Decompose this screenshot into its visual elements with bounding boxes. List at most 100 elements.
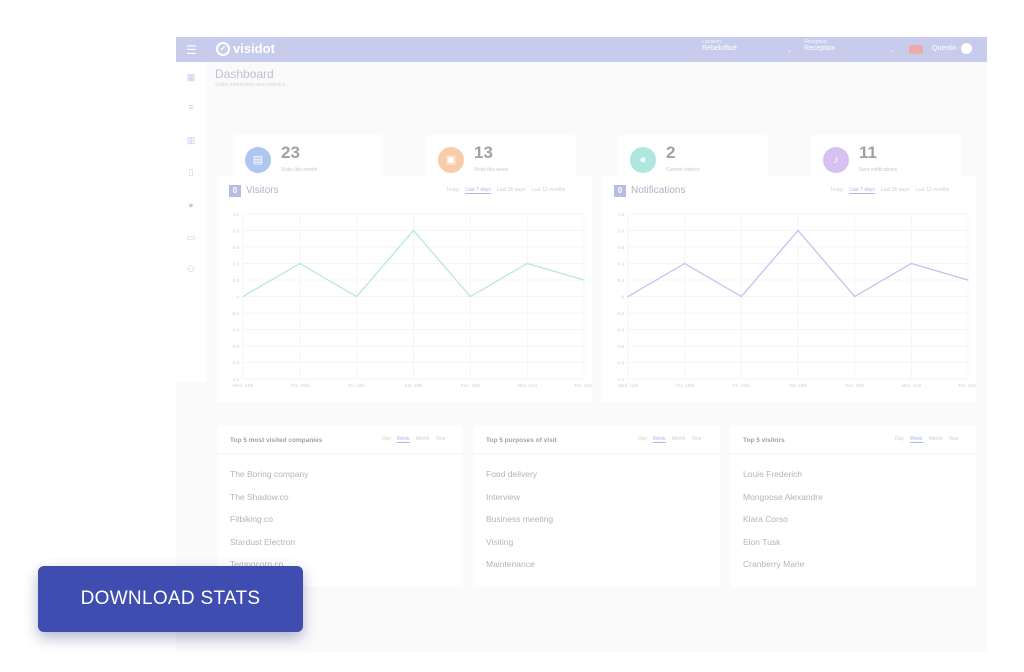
y-tick-label: -0.2	[616, 311, 624, 316]
download-stats-button[interactable]: DOWNLOAD STATS	[38, 566, 303, 632]
tab-last-12-months[interactable]: Last 12 months	[531, 187, 566, 193]
page-subtitle: Visitor information and statistics	[215, 82, 286, 88]
x-tick-label: Wed. 14th	[233, 383, 254, 388]
tab-day[interactable]: Day	[638, 436, 647, 442]
help-icon[interactable]: ●	[188, 200, 194, 210]
door-icon[interactable]: ▯	[188, 167, 194, 177]
list-item: Visiting	[486, 537, 514, 547]
tab-last-7-days[interactable]: Last 7 days	[465, 187, 491, 194]
building-icon[interactable]: ▥	[186, 135, 196, 145]
list-title: Top 5 visitors	[743, 437, 785, 444]
tab-month[interactable]: Month	[928, 436, 943, 442]
data-point	[412, 229, 415, 232]
uk-flag-icon[interactable]	[909, 45, 923, 54]
range-tabs: Today Last 7 days Last 30 days Last 12 m…	[830, 187, 949, 194]
top-bar: ☰ ✓ visidot Location Rebelofficé ⌄ Recep…	[176, 37, 987, 62]
data-point	[967, 279, 969, 281]
user-icon[interactable]	[961, 43, 972, 54]
x-tick-label: Fri. 16th	[348, 383, 365, 388]
reception-value: Reception	[804, 45, 836, 52]
card-icon: ▣	[438, 147, 464, 173]
stat-label: Visits this month	[281, 167, 318, 173]
list-title: Top 5 most visited companies	[230, 437, 323, 444]
location-value: Rebelofficé	[702, 45, 737, 52]
list-item: Maintenance	[486, 559, 535, 569]
card-icon[interactable]: ▭	[186, 232, 196, 242]
data-point	[469, 295, 472, 298]
tab-month[interactable]: Month	[671, 436, 686, 442]
y-tick-label: 1.0	[233, 212, 240, 217]
top-visitors-card: Top 5 visitors Day Week Month Year Louie…	[730, 425, 976, 587]
data-point	[740, 295, 743, 298]
y-tick-label: -0.8	[231, 361, 239, 366]
y-tick-label: -0.6	[616, 344, 624, 349]
stat-label: Visits this week	[474, 167, 509, 173]
period-tabs: Day Week Month Year	[382, 436, 446, 443]
range-tabs: Today Last 7 days Last 30 days Last 12 m…	[446, 187, 565, 194]
list-item: The Boring company	[230, 469, 309, 479]
data-point	[583, 279, 585, 281]
list-title: Top 5 purposes of visit	[486, 437, 557, 444]
y-tick-label: -0.4	[616, 328, 624, 333]
visitors-badge: 0	[229, 185, 241, 197]
stat-card: ● 2 Current visitors	[618, 135, 768, 183]
sidebar: ▦ ≡ ▥ ▯ ● ▭ ⚇	[176, 62, 206, 382]
list-item: Stardust Electron	[230, 537, 296, 547]
visitors-line-chart: 1.0 0.8 0.6 0.4 0.2 0 -0.2 -0.4 -0.6 -0.8 -1.0Wed.…	[231, 212, 592, 388]
app-screenshot: ☰ ✓ visidot Location Rebelofficé ⌄ Recep…	[176, 37, 987, 652]
users-icon[interactable]: ⚇	[186, 264, 196, 274]
bell-icon: ♪	[823, 147, 849, 173]
list-item: Food delivery	[486, 469, 538, 479]
reception-caption: Reception	[804, 39, 827, 45]
tab-day[interactable]: Day	[895, 436, 904, 442]
tab-year[interactable]: Year	[948, 436, 959, 442]
tab-last-7-days[interactable]: Last 7 days	[849, 187, 875, 194]
visitors-title: Visitors	[246, 185, 279, 196]
x-tick-label: Sun. 20th	[845, 383, 865, 388]
tab-today[interactable]: Today	[446, 187, 460, 193]
x-tick-label: Mon. 21st	[517, 383, 538, 388]
notifications-title: Notifications	[631, 185, 686, 196]
list-item: Cranberry Marie	[743, 559, 805, 569]
x-tick-label: Sat. 19th	[789, 383, 808, 388]
chevron-down-icon: ⌄	[786, 48, 792, 54]
tab-week[interactable]: Week	[652, 436, 666, 443]
tab-year[interactable]: Year	[435, 436, 446, 442]
list-item: Mongoose Alexandre	[743, 492, 823, 502]
data-point	[797, 229, 799, 232]
user-name[interactable]: Quentin	[932, 45, 957, 52]
dashboard-icon[interactable]: ▦	[186, 72, 196, 82]
list-item: Klara Corso	[743, 514, 788, 524]
tab-week[interactable]: Week	[909, 436, 923, 443]
tab-month[interactable]: Month	[415, 436, 430, 442]
tab-last-12-months[interactable]: Last 12 months	[915, 187, 950, 193]
logo: ✓ visidot	[216, 41, 275, 56]
y-tick-label: 0.2	[233, 278, 240, 283]
x-tick-label: Sat. 19th	[404, 383, 423, 388]
notifications-chart-card: 0 Notifications Today Last 7 days Last 3…	[602, 176, 976, 402]
check-icon: ✓	[216, 41, 230, 56]
tab-today[interactable]: Today	[830, 187, 844, 193]
y-tick-label: 0.2	[618, 278, 625, 283]
list-item: Elon Tusk	[743, 537, 781, 547]
menu-icon[interactable]: ☰	[186, 43, 197, 57]
tab-last-30-days[interactable]: Last 30 days	[880, 187, 910, 193]
stat-value: 23	[281, 143, 300, 162]
tab-last-30-days[interactable]: Last 30 days	[496, 187, 526, 193]
x-tick-label: Thu. 15th	[290, 383, 310, 388]
y-tick-label: 0	[236, 295, 239, 300]
location-select[interactable]: Location Rebelofficé ⌄	[702, 39, 792, 54]
list-item: Fitbiking.co	[230, 514, 273, 524]
tab-week[interactable]: Week	[396, 436, 410, 443]
data-point	[853, 295, 856, 298]
reception-select[interactable]: Reception Reception ⌄	[804, 39, 894, 54]
y-tick-label: 0.6	[618, 245, 625, 250]
y-tick-label: -0.6	[231, 344, 239, 349]
period-tabs: Day Week Month Year	[895, 436, 959, 443]
tab-day[interactable]: Day	[382, 436, 391, 442]
notifications-line-chart: 1.0 0.8 0.6 0.4 0.2 0 -0.2 -0.4 -0.6 -0.8 -1.0Wed.…	[616, 212, 976, 388]
tab-year[interactable]: Year	[691, 436, 702, 442]
x-tick-label: Tue. 22nd	[958, 383, 976, 388]
filter-icon[interactable]: ≡	[188, 102, 194, 112]
